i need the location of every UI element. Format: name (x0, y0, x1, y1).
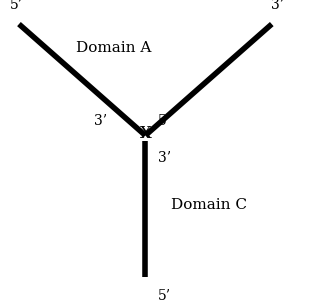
Text: Domain C: Domain C (171, 198, 247, 212)
Text: Domain A: Domain A (76, 41, 151, 55)
Text: 5’: 5’ (158, 289, 171, 301)
Text: 3’: 3’ (271, 0, 284, 12)
Text: 3’: 3’ (94, 114, 107, 129)
Text: 3’: 3’ (158, 150, 171, 165)
Text: 5’: 5’ (158, 114, 171, 129)
Text: X: X (139, 126, 151, 142)
Text: 5’: 5’ (9, 0, 23, 12)
